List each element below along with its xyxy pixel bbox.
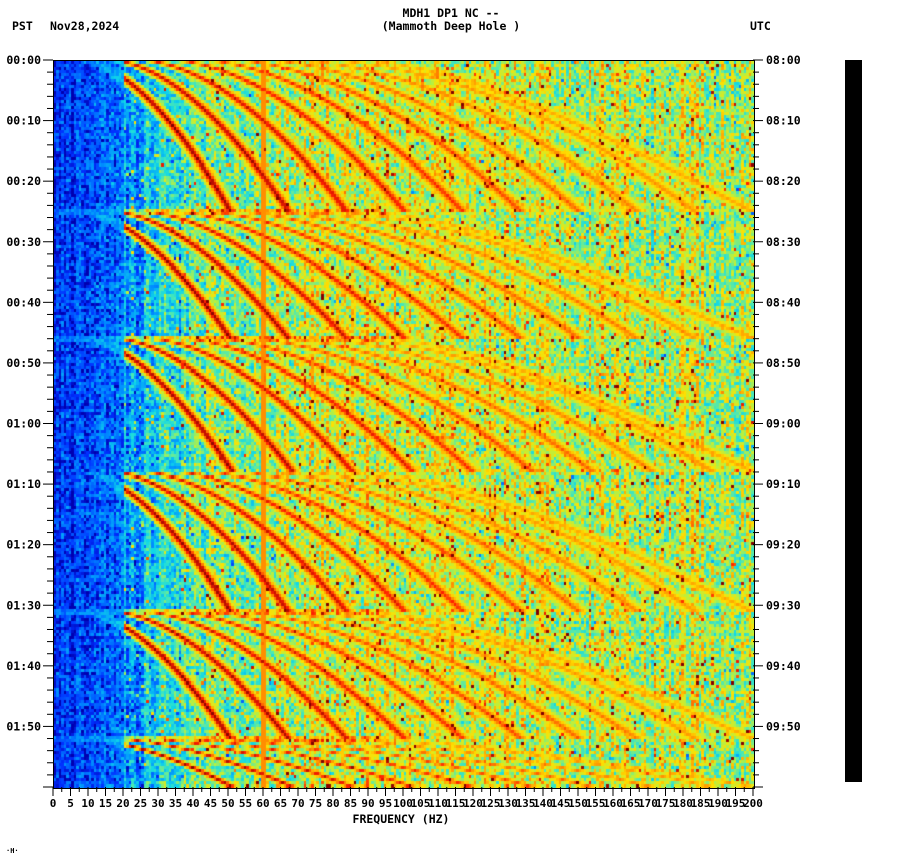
- svg-text:60: 60: [256, 797, 269, 810]
- svg-text:100: 100: [393, 797, 413, 810]
- svg-text:08:00: 08:00: [766, 55, 801, 67]
- svg-text:105: 105: [411, 797, 431, 810]
- svg-text:120: 120: [463, 797, 483, 810]
- svg-text:00:10: 00:10: [6, 114, 41, 128]
- svg-text:09:10: 09:10: [766, 477, 801, 491]
- svg-text:115: 115: [446, 797, 466, 810]
- svg-text:195: 195: [726, 797, 746, 810]
- time-axis-left: 00:00 00:10 00:20 00:30 00:40 00:50 01:00 01:10…: [6, 55, 53, 788]
- spectrogram-plot: [53, 60, 755, 789]
- svg-text:20: 20: [116, 797, 129, 810]
- colorbar: [845, 60, 862, 782]
- svg-text:00:20: 00:20: [6, 174, 41, 188]
- svg-text:45: 45: [204, 797, 217, 810]
- svg-text:08:40: 08:40: [766, 295, 801, 309]
- svg-text:110: 110: [428, 797, 448, 810]
- frequency-axis-title: FREQUENCY (HZ): [352, 812, 450, 826]
- timezone-right-label: UTC: [750, 19, 771, 33]
- page-title: MDH1 DP1 NC --: [402, 6, 500, 20]
- svg-text:160: 160: [603, 797, 623, 810]
- svg-text:90: 90: [361, 797, 374, 810]
- svg-text:55: 55: [239, 797, 252, 810]
- svg-text:165: 165: [621, 797, 641, 810]
- svg-text:09:00: 09:00: [766, 417, 801, 431]
- timezone-left-label: PST: [12, 19, 33, 33]
- svg-text:00:50: 00:50: [6, 356, 41, 370]
- svg-text:180: 180: [673, 797, 693, 810]
- svg-text:01:40: 01:40: [6, 659, 41, 673]
- svg-text:30: 30: [151, 797, 164, 810]
- svg-text:25: 25: [134, 797, 147, 810]
- svg-text:00:40: 00:40: [6, 295, 41, 309]
- svg-text:08:10: 08:10: [766, 114, 801, 128]
- svg-text:50: 50: [221, 797, 234, 810]
- svg-text:35: 35: [169, 797, 182, 810]
- svg-text:01:00: 01:00: [6, 417, 41, 431]
- svg-text:190: 190: [708, 797, 728, 810]
- svg-text:01:30: 01:30: [6, 598, 41, 612]
- svg-text:01:50: 01:50: [6, 719, 41, 733]
- svg-text:85: 85: [344, 797, 357, 810]
- svg-text:155: 155: [586, 797, 606, 810]
- svg-text:95: 95: [379, 797, 392, 810]
- svg-text:200: 200: [743, 797, 763, 810]
- svg-text:185: 185: [691, 797, 711, 810]
- svg-text:40: 40: [186, 797, 199, 810]
- svg-text:75: 75: [309, 797, 322, 810]
- svg-text:09:30: 09:30: [766, 598, 801, 612]
- page-subtitle: (Mammoth Deep Hole ): [381, 19, 521, 33]
- svg-text:10: 10: [81, 797, 94, 810]
- svg-text:08:20: 08:20: [766, 174, 801, 188]
- svg-text:150: 150: [568, 797, 588, 810]
- svg-text:09:50: 09:50: [766, 719, 801, 733]
- svg-text:15: 15: [99, 797, 112, 810]
- svg-text:09:20: 09:20: [766, 538, 801, 552]
- header-date: Nov28,2024: [50, 19, 120, 33]
- svg-text:01:20: 01:20: [6, 538, 41, 552]
- time-axis-right: 08:00 08:10 08:20 08:30 08:40 08:50 09:00 09:10…: [753, 55, 801, 788]
- svg-text:0: 0: [50, 797, 57, 810]
- svg-text:170: 170: [638, 797, 658, 810]
- svg-text:140: 140: [533, 797, 553, 810]
- frequency-axis: 0 5 10 15 20 25 30 35 40 45 50 55 60 65 70 75 80 85 90 95 10…: [50, 787, 763, 810]
- header-band: PST Nov28,2024 MDH1 DP1 NC -- (Mammoth D…: [0, 0, 902, 52]
- svg-text:135: 135: [516, 797, 536, 810]
- svg-text:175: 175: [656, 797, 676, 810]
- svg-text:09:40: 09:40: [766, 659, 801, 673]
- spectrogram-image: [54, 61, 754, 788]
- svg-text:145: 145: [551, 797, 571, 810]
- corner-artifact-glyph: ·H·: [6, 847, 19, 855]
- svg-text:08:50: 08:50: [766, 356, 801, 370]
- svg-text:01:10: 01:10: [6, 477, 41, 491]
- svg-text:80: 80: [326, 797, 339, 810]
- svg-text:00:00: 00:00: [6, 55, 41, 67]
- svg-text:08:30: 08:30: [766, 235, 801, 249]
- svg-text:5: 5: [67, 797, 74, 810]
- svg-text:125: 125: [481, 797, 501, 810]
- svg-text:00:30: 00:30: [6, 235, 41, 249]
- svg-text:65: 65: [274, 797, 287, 810]
- svg-text:130: 130: [498, 797, 518, 810]
- svg-text:70: 70: [291, 797, 304, 810]
